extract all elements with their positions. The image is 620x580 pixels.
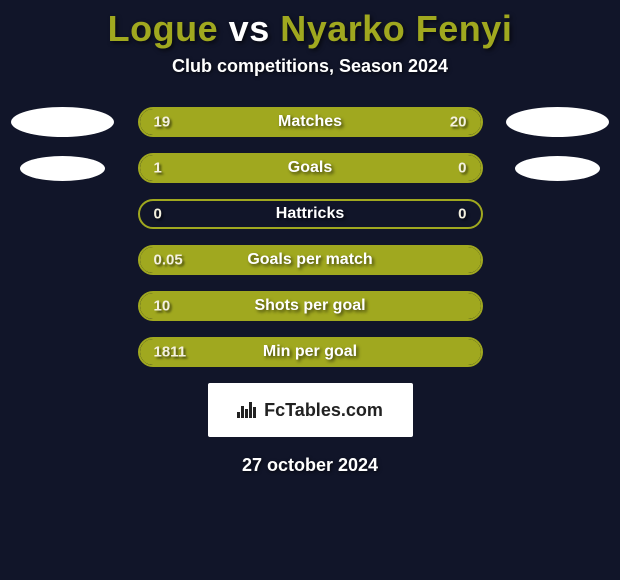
branding-badge: FcTables.com xyxy=(208,383,413,437)
stat-row: 10 Shots per goal xyxy=(0,291,620,321)
stat-label: Goals per match xyxy=(247,251,372,269)
avatar xyxy=(506,107,609,137)
value-left: 19 xyxy=(154,114,171,131)
subtitle: Club competitions, Season 2024 xyxy=(0,56,620,77)
value-left: 0.05 xyxy=(154,252,183,269)
stat-label: Hattricks xyxy=(276,205,344,223)
value-right: 20 xyxy=(450,114,467,131)
date-text: 27 october 2024 xyxy=(0,455,620,476)
avatar xyxy=(11,107,114,137)
stat-row: 19 20 Matches xyxy=(0,107,620,137)
avatar xyxy=(20,156,105,181)
vs-word: vs xyxy=(229,8,270,49)
left-side xyxy=(8,156,118,181)
value-right: 0 xyxy=(458,206,466,223)
right-side xyxy=(503,156,613,181)
stat-row: 1 0 Goals xyxy=(0,153,620,183)
stat-label: Goals xyxy=(288,159,332,177)
stats-container: 1920Matches10Goals00Hattricks0.05Goals p… xyxy=(0,107,620,367)
comparison-title: Logue vs Nyarko Fenyi xyxy=(0,8,620,50)
right-side xyxy=(503,107,613,137)
stat-bar: 1 0 Goals xyxy=(138,153,483,183)
stat-label: Min per goal xyxy=(263,343,357,361)
player1-name: Logue xyxy=(108,8,218,49)
stat-bar: 0 0 Hattricks xyxy=(138,199,483,229)
value-left: 1811 xyxy=(154,344,187,361)
branding-text: FcTables.com xyxy=(264,400,383,421)
player2-name: Nyarko Fenyi xyxy=(280,8,512,49)
left-side xyxy=(8,107,118,137)
value-left: 0 xyxy=(154,206,162,223)
stat-row: 0.05 Goals per match xyxy=(0,245,620,275)
stat-label: Shots per goal xyxy=(254,297,365,315)
value-left: 1 xyxy=(154,160,162,177)
stat-bar: 0.05 Goals per match xyxy=(138,245,483,275)
stat-label: Matches xyxy=(278,113,342,131)
value-right: 0 xyxy=(458,160,466,177)
fill-left xyxy=(140,155,413,181)
avatar xyxy=(515,156,600,181)
fill-right xyxy=(412,155,480,181)
stat-bar: 10 Shots per goal xyxy=(138,291,483,321)
bar-chart-icon xyxy=(237,402,256,418)
value-left: 10 xyxy=(154,298,171,315)
stat-row: 0 0 Hattricks xyxy=(0,199,620,229)
stat-bar: 1811 Min per goal xyxy=(138,337,483,367)
stat-row: 1811 Min per goal xyxy=(0,337,620,367)
stat-bar: 19 20 Matches xyxy=(138,107,483,137)
